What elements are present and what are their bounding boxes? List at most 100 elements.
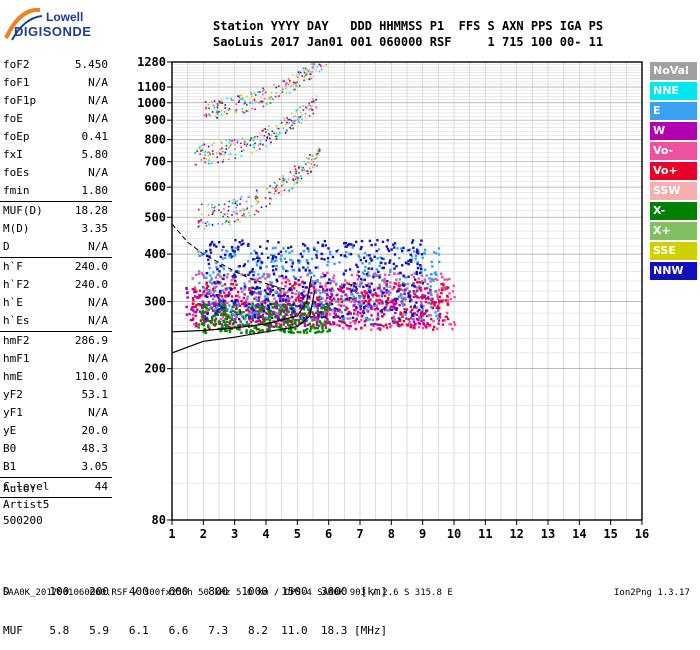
echo-point: [319, 65, 322, 68]
param-row: foE N/A: [0, 110, 112, 128]
echo-point: [297, 119, 300, 122]
echo-point: [284, 82, 286, 84]
echo-point: [301, 281, 304, 284]
echo-point: [346, 307, 349, 310]
echo-point: [350, 243, 353, 246]
echo-point: [321, 304, 324, 307]
echo-point: [430, 260, 433, 264]
echo-point: [285, 87, 287, 90]
echo-point: [438, 299, 441, 303]
echo-point: [221, 316, 225, 319]
echo-point: [191, 318, 194, 322]
echo-point: [241, 214, 244, 217]
echo-point: [213, 281, 216, 284]
echo-point: [269, 143, 272, 145]
echo-point: [271, 247, 275, 250]
echo-point: [208, 159, 210, 161]
echo-point: [267, 324, 271, 327]
echo-point: [337, 287, 340, 291]
echo-point: [297, 318, 301, 322]
echo-point: [224, 323, 227, 327]
echo-point: [221, 309, 224, 312]
echo-point: [375, 249, 378, 253]
echo-point: [251, 303, 254, 306]
echo-point: [268, 125, 270, 127]
echo-point: [215, 261, 218, 265]
echo-point: [433, 304, 436, 307]
echo-point: [220, 109, 223, 112]
echo-point: [244, 299, 248, 303]
echo-point: [229, 256, 232, 259]
echo-point: [202, 304, 206, 307]
echo-point: [305, 259, 309, 262]
echo-point: [231, 276, 235, 279]
echo-point: [215, 152, 218, 155]
param-divider: [0, 331, 112, 332]
echo-point: [189, 318, 193, 322]
echo-point: [367, 287, 370, 291]
echo-point: [212, 104, 215, 107]
echo-point: [304, 319, 307, 323]
echo-point: [198, 225, 201, 227]
echo-point: [440, 291, 443, 295]
echo-point: [286, 121, 288, 124]
echo-point: [195, 322, 198, 325]
echo-point: [202, 286, 206, 289]
echo-point: [208, 255, 211, 258]
echo-point: [217, 103, 219, 106]
echo-point: [396, 272, 400, 276]
echo-point: [407, 262, 410, 266]
echo-point: [265, 265, 268, 268]
echo-point: [399, 324, 403, 327]
echo-point: [396, 320, 399, 323]
echo-point: [243, 273, 247, 277]
echo-point: [321, 243, 324, 247]
echo-point: [308, 297, 311, 301]
param-name: foF1p: [3, 94, 37, 107]
echo-point: [423, 248, 427, 252]
echo-point: [207, 300, 210, 304]
echo-point: [269, 290, 272, 293]
echo-point: [287, 300, 290, 303]
echo-point: [434, 271, 437, 274]
echo-point: [258, 291, 261, 294]
echo-point: [294, 181, 296, 184]
echo-point: [286, 289, 290, 293]
echo-point: [246, 95, 248, 98]
echo-point: [309, 329, 312, 333]
echo-point: [293, 120, 295, 123]
echo-point: [437, 322, 440, 325]
echo-point: [261, 93, 264, 96]
echo-point: [340, 296, 343, 299]
echo-point: [316, 298, 319, 301]
echo-point: [322, 291, 325, 294]
echo-point: [261, 313, 265, 316]
echo-point: [352, 285, 356, 288]
echo-point: [330, 299, 334, 302]
echo-point: [233, 220, 236, 223]
echo-point: [238, 264, 241, 268]
echo-point: [275, 259, 278, 262]
echo-point: [429, 317, 433, 321]
echo-point: [225, 317, 229, 321]
param-row: MUF(D) 18.28: [0, 202, 112, 220]
echo-point: [256, 277, 260, 281]
echo-point: [287, 83, 290, 86]
echo-point: [282, 175, 285, 177]
echo-point: [406, 324, 409, 327]
echo-point: [352, 319, 355, 323]
echo-point: [224, 294, 227, 297]
echo-point: [241, 302, 244, 305]
echo-point: [326, 281, 330, 285]
echo-point: [293, 89, 295, 91]
echo-point: [441, 299, 444, 302]
echo-point: [228, 328, 231, 331]
echo-point: [262, 90, 264, 93]
echo-point: [235, 210, 238, 212]
echo-point: [422, 323, 426, 326]
echo-point: [430, 277, 433, 281]
echo-point: [234, 294, 238, 298]
echo-point: [209, 251, 213, 254]
echo-point: [438, 288, 441, 292]
echo-point: [295, 111, 297, 113]
